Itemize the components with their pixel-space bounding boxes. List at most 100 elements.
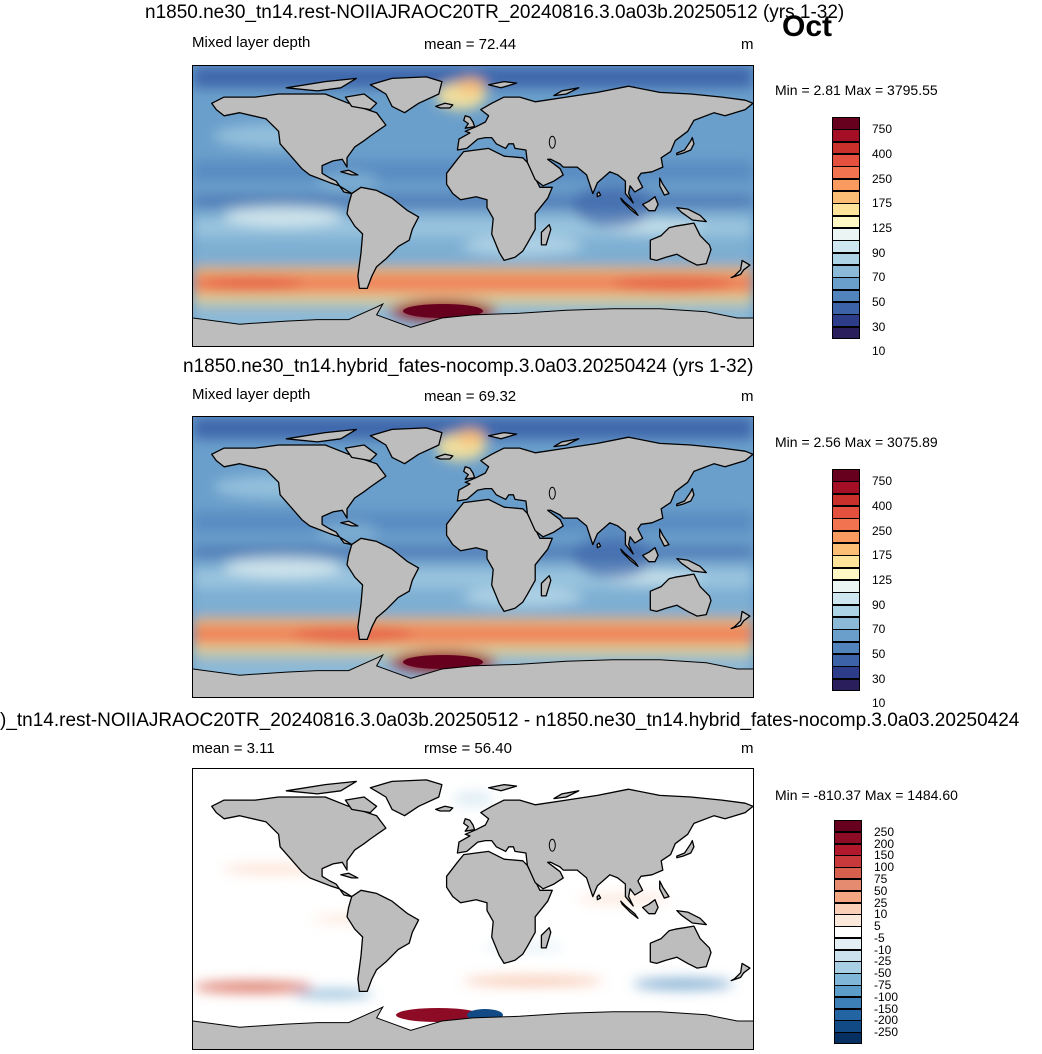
colorbar-swatch [832, 641, 860, 655]
colorbar-label: 70 [872, 622, 886, 637]
colorbar-label: 25 [874, 895, 888, 910]
colorbar-swatch [832, 469, 860, 482]
landmass-south-america [346, 537, 420, 641]
colorbar-swatch [834, 996, 862, 1010]
panel3-rmse-label: rmse = 56.40 [424, 740, 512, 757]
landmass-australia [649, 222, 712, 266]
colorbar-label: 400 [872, 147, 893, 161]
landmass-philippines [659, 880, 670, 899]
landmass-antarctica [193, 304, 753, 346]
colorbar-label: -75 [874, 978, 892, 993]
landmass-svalbard [487, 80, 518, 89]
colorbar-label: -25 [874, 954, 892, 969]
panel1-units: m [741, 36, 754, 53]
colorbar-swatch [832, 567, 860, 581]
landmass-new-guinea [676, 909, 707, 926]
landmass-australia [649, 573, 712, 617]
colorbar-swatch [834, 843, 862, 856]
colorbar-swatch [832, 178, 860, 192]
colorbar-swatch [832, 141, 860, 155]
antarctic-coastline [193, 302, 753, 328]
colorbar-swatch [834, 820, 862, 833]
landmass-svalbard [487, 431, 518, 440]
colorbar-swatch [832, 481, 860, 495]
colorbar-swatch [832, 666, 860, 680]
antarctic-coastline [193, 1005, 753, 1031]
colorbar-swatch [834, 855, 862, 868]
landmass-africa [445, 147, 553, 262]
colorbar-swatch [832, 265, 860, 278]
landmass-svalbard [487, 783, 518, 792]
colorbar-label: -200 [874, 1013, 899, 1028]
landmass-madagascar [540, 575, 552, 597]
landmass-novaya-zemlya [553, 790, 580, 800]
panel3-title: )_tn14.rest-NOIIAJRAOC20TR_20240816.3.0a… [0, 710, 1020, 731]
landmass-cuba [340, 520, 359, 527]
caspian-sea [548, 486, 556, 500]
colorbar-swatch [832, 592, 860, 606]
panel2-minmax: Min = 2.56 Max = 3075.89 [775, 434, 938, 450]
colorbar-label: 250 [872, 523, 893, 538]
colorbar-label: 50 [874, 883, 888, 898]
land-masses [193, 76, 753, 346]
panel1-title: n1850.ne30_tn14.rest-NOIIAJRAOC20TR_2024… [145, 2, 845, 23]
colorbar-swatch [832, 228, 860, 241]
landmass-sri-lanka [596, 542, 602, 549]
colorbar-swatch [832, 117, 860, 130]
colorbar-label: 250 [874, 824, 895, 839]
colorbar-swatch [832, 277, 860, 291]
colorbar-swatch [834, 878, 862, 892]
landmass-sumatra [620, 900, 639, 919]
landmass-new-zealand [730, 610, 751, 630]
colorbar-label: 30 [872, 671, 886, 686]
colorbar-swatch [832, 240, 860, 254]
panel2-title: n1850.ne30_tn14.hybrid_fates-nocomp.3.0a… [183, 356, 754, 377]
panel3-mean-label: mean = 3.11 [192, 740, 275, 757]
colorbar-swatch [832, 543, 860, 556]
landmass-uk [463, 818, 476, 832]
landmass-japan [676, 136, 695, 156]
landmass-japan [676, 487, 695, 507]
colorbar-swatch [832, 678, 860, 692]
colorbar-label: 750 [872, 122, 893, 137]
colorbar-label: 10 [872, 344, 886, 359]
colorbar-label: 30 [872, 319, 886, 334]
colorbar-swatch [834, 949, 862, 962]
landmass-africa [445, 850, 553, 965]
landmass-madagascar [540, 224, 552, 246]
colorbar-swatch [832, 191, 860, 204]
colorbar-swatch [832, 166, 860, 180]
landmass-new-guinea [676, 557, 707, 574]
panel1-mean-label: mean = 72.44 [424, 36, 517, 53]
colorbar-label: 90 [872, 597, 886, 612]
landmass-sumatra [620, 548, 639, 567]
landmass-sri-lanka [596, 191, 602, 198]
colorbar-swatch [832, 555, 860, 569]
landmass-sumatra [620, 197, 639, 216]
landmass-antarctica [193, 1007, 753, 1049]
colorbar-swatch [832, 617, 860, 630]
colorbar-swatch [834, 867, 862, 880]
colorbar-swatch [832, 252, 860, 266]
landmass-baffin [344, 444, 378, 462]
colorbar-swatch [832, 629, 860, 643]
landmass-greenland [369, 427, 443, 465]
panel2-variable-label: Mixed layer depth [192, 386, 311, 403]
panel1-colorbar: 750 400 250 175 125 90 70 50 30 10 [832, 117, 912, 358]
landmass-uk [463, 466, 476, 480]
colorbar-swatch [832, 129, 860, 143]
landmass-baffin [344, 796, 378, 814]
landmass-baffin [344, 93, 378, 111]
colorbar-label: 125 [872, 573, 893, 587]
colorbar-label: -10 [874, 942, 892, 957]
colorbar-swatch [834, 890, 862, 904]
panel1-minmax: Min = 2.81 Max = 3795.55 [775, 82, 938, 98]
landmass-novaya-zemlya [553, 438, 580, 448]
colorbar-label: -5 [874, 930, 885, 945]
colorbar-swatch [834, 985, 862, 998]
landmass-philippines [659, 177, 670, 196]
colorbar-label: 750 [872, 474, 893, 489]
panel2-mean-label: mean = 69.32 [424, 388, 517, 405]
landmass-eurasia [456, 436, 753, 555]
landmass-borneo [641, 547, 659, 563]
